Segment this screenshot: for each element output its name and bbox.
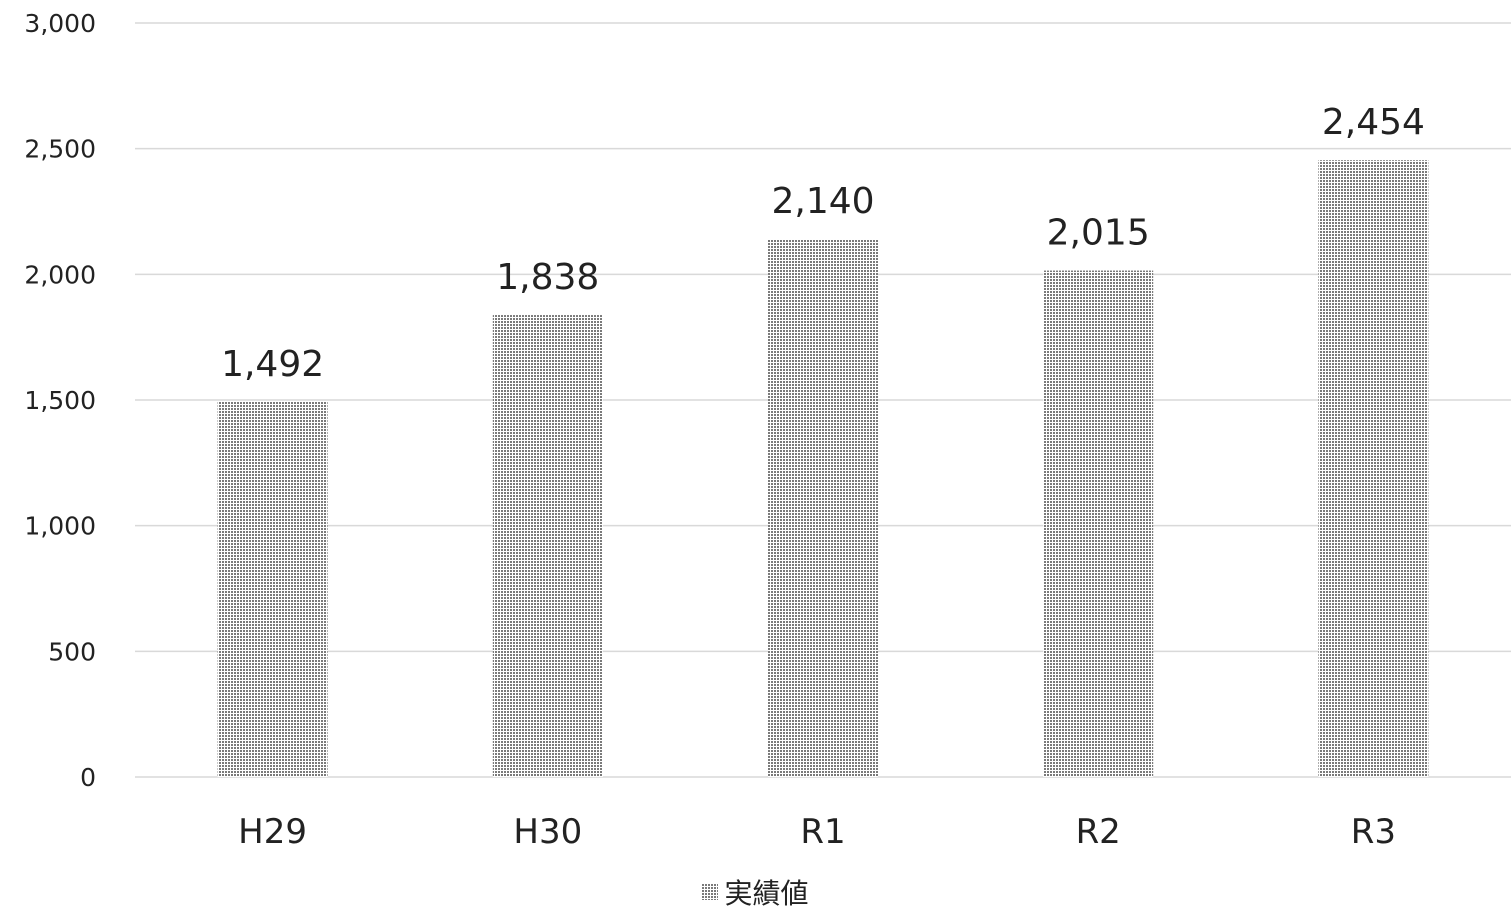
x-tick-label: R3 bbox=[1351, 812, 1396, 852]
legend-swatch bbox=[702, 884, 719, 900]
legend-label: 実績値 bbox=[724, 877, 809, 910]
data-label: 2,015 bbox=[1047, 213, 1150, 254]
x-tick-label: H29 bbox=[238, 812, 307, 852]
bar-R2 bbox=[1043, 270, 1154, 777]
bar-H30 bbox=[492, 315, 603, 777]
legend: 実績値 bbox=[0, 874, 1511, 910]
y-tick-label: 500 bbox=[48, 637, 96, 666]
data-labels: 1,492 1,838 2,140 2,015 2,454 bbox=[221, 102, 1425, 385]
bars bbox=[217, 160, 1429, 777]
y-tick-label: 0 bbox=[80, 763, 96, 792]
data-label: 1,492 bbox=[221, 344, 324, 385]
x-axis-tick-labels: H29 H30 R1 R2 R3 bbox=[238, 812, 1396, 852]
x-tick-label: H30 bbox=[513, 812, 582, 852]
bar-R3 bbox=[1318, 160, 1429, 777]
y-tick-label: 1,500 bbox=[24, 386, 96, 415]
x-tick-label: R2 bbox=[1076, 812, 1121, 852]
y-axis-tick-labels: 0 500 1,000 1,500 2,000 2,500 3,000 bbox=[24, 9, 96, 792]
y-tick-label: 1,000 bbox=[24, 512, 96, 541]
y-tick-label: 2,000 bbox=[24, 260, 96, 289]
y-tick-label: 3,000 bbox=[24, 9, 96, 38]
y-tick-label: 2,500 bbox=[24, 135, 96, 164]
data-label: 2,140 bbox=[771, 181, 874, 222]
bar-R1 bbox=[768, 239, 878, 777]
bar-H29 bbox=[217, 402, 328, 777]
x-tick-label: R1 bbox=[800, 812, 845, 852]
data-label: 2,454 bbox=[1322, 102, 1425, 143]
data-label: 1,838 bbox=[496, 257, 599, 298]
